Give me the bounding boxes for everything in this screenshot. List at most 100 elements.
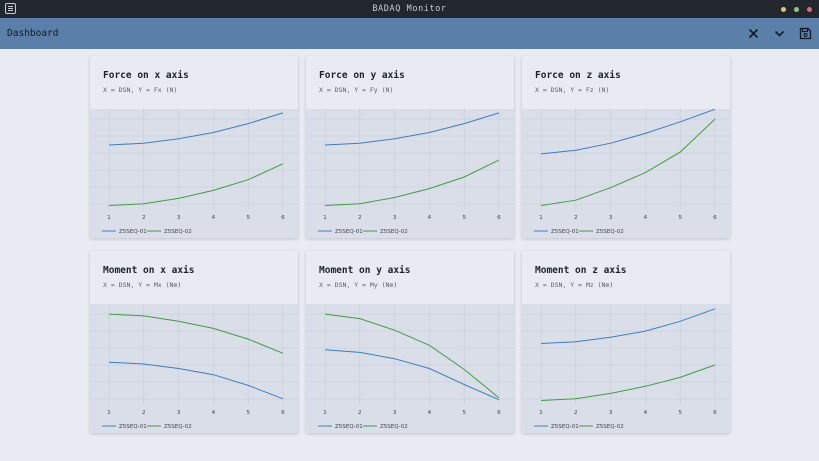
line-chart: 1 2 3 4 5 6 Z5SEQ-01 Z5SEQ-02 xyxy=(306,109,514,238)
chart-subtitle: X = DSN, Y = Fy (N) xyxy=(319,86,394,94)
legend-label: Z5SEQ-02 xyxy=(596,424,624,430)
page-title: Dashboard xyxy=(7,28,59,39)
card-header: Force on z axis X = DSN, Y = Fz (N) xyxy=(522,56,730,109)
series-line-1 xyxy=(540,109,716,155)
x-tick-label: 2 xyxy=(574,215,578,221)
legend-label: Z5SEQ-02 xyxy=(380,424,408,430)
x-tick-label: 6 xyxy=(713,410,717,416)
chart-subtitle: X = DSN, Y = Mz (Nm) xyxy=(535,281,614,289)
x-tick-label: 1 xyxy=(107,215,111,221)
x-tick-label: 6 xyxy=(281,215,285,221)
x-tick-label: 1 xyxy=(323,215,327,221)
chart-title: Force on y axis xyxy=(319,70,405,81)
legend-label: Z5SEQ-01 xyxy=(119,229,147,235)
chart-card-moment-x: Moment on x axis X = DSN, Y = Mx (Nm) 1 2… xyxy=(90,251,298,433)
line-chart: 1 2 3 4 5 6 Z5SEQ-01 Z5SEQ-02 xyxy=(522,109,730,238)
chart-card-force-x: Force on x axis X = DSN, Y = Fx (N) 1 2 3 4… xyxy=(90,56,298,238)
legend-label: Z5SEQ-02 xyxy=(380,229,408,235)
card-header: Moment on y axis X = DSN, Y = My (Nm) xyxy=(306,251,514,304)
chart-svg: 1 2 3 4 5 6 Z5SEQ-01 Z5SEQ-02 xyxy=(306,109,514,235)
chart-title: Force on x axis xyxy=(103,70,189,81)
line-chart: 1 2 3 4 5 6 Z5SEQ-01 Z5SEQ-02 xyxy=(90,109,298,238)
series-line-1 xyxy=(324,349,500,401)
x-tick-label: 3 xyxy=(609,410,613,416)
legend-label: Z5SEQ-02 xyxy=(164,229,192,235)
card-header: Force on x axis X = DSN, Y = Fx (N) xyxy=(90,56,298,109)
x-tick-label: 5 xyxy=(678,410,682,416)
save-button[interactable] xyxy=(796,24,815,43)
app-bar: Dashboard xyxy=(0,18,819,49)
x-tick-label: 2 xyxy=(142,410,146,416)
x-tick-label: 5 xyxy=(246,410,250,416)
x-tick-label: 6 xyxy=(281,410,285,416)
chart-title: Moment on z axis xyxy=(535,265,627,276)
line-chart: 1 2 3 4 5 6 Z5SEQ-01 Z5SEQ-02 xyxy=(306,304,514,433)
series-line-2 xyxy=(108,163,284,206)
card-header: Moment on x axis X = DSN, Y = Mx (Nm) xyxy=(90,251,298,304)
series-line-2 xyxy=(108,313,284,354)
chart-title: Moment on y axis xyxy=(319,265,411,276)
legend-label: Z5SEQ-02 xyxy=(164,424,192,430)
x-tick-label: 2 xyxy=(142,215,146,221)
x-tick-label: 1 xyxy=(323,410,327,416)
chart-card-force-z: Force on z axis X = DSN, Y = Fz (N) 1 2 3 4… xyxy=(522,56,730,238)
x-tick-label: 5 xyxy=(462,410,466,416)
close-window-button[interactable] xyxy=(807,7,812,12)
card-header: Force on y axis X = DSN, Y = Fy (N) xyxy=(306,56,514,109)
series-line-1 xyxy=(540,308,716,344)
x-tick-label: 1 xyxy=(107,410,111,416)
window-title: BADAQ Monitor xyxy=(372,4,447,14)
x-tick-label: 3 xyxy=(177,410,181,416)
chart-svg: 1 2 3 4 5 6 Z5SEQ-01 Z5SEQ-02 xyxy=(306,304,514,430)
x-tick-label: 5 xyxy=(462,215,466,221)
x-tick-label: 2 xyxy=(574,410,578,416)
line-chart: 1 2 3 4 5 6 Z5SEQ-01 Z5SEQ-02 xyxy=(522,304,730,433)
chart-svg: 1 2 3 4 5 6 Z5SEQ-01 Z5SEQ-02 xyxy=(90,304,298,430)
x-tick-label: 4 xyxy=(428,215,432,221)
series-line-2 xyxy=(540,118,716,206)
maximize-button[interactable] xyxy=(794,7,799,12)
legend-label: Z5SEQ-01 xyxy=(551,424,579,430)
x-tick-label: 4 xyxy=(644,410,648,416)
legend-label: Z5SEQ-02 xyxy=(596,229,624,235)
legend-label: Z5SEQ-01 xyxy=(335,229,363,235)
chart-title: Force on z axis xyxy=(535,70,621,81)
x-tick-label: 6 xyxy=(497,215,501,221)
series-line-2 xyxy=(540,364,716,401)
chart-title: Moment on x axis xyxy=(103,265,195,276)
x-tick-label: 6 xyxy=(497,410,501,416)
series-line-1 xyxy=(324,112,500,146)
chart-svg: 1 2 3 4 5 6 Z5SEQ-01 Z5SEQ-02 xyxy=(90,109,298,235)
x-tick-label: 5 xyxy=(678,215,682,221)
x-tick-label: 6 xyxy=(713,215,717,221)
chart-card-moment-y: Moment on y axis X = DSN, Y = My (Nm) 1 2… xyxy=(306,251,514,433)
x-tick-label: 3 xyxy=(393,215,397,221)
close-icon xyxy=(748,28,759,39)
chevron-down-icon xyxy=(774,30,785,37)
x-tick-label: 5 xyxy=(246,215,250,221)
close-button[interactable] xyxy=(744,24,763,43)
chart-subtitle: X = DSN, Y = Fx (N) xyxy=(103,86,178,94)
legend-label: Z5SEQ-01 xyxy=(335,424,363,430)
legend-label: Z5SEQ-01 xyxy=(119,424,147,430)
window-titlebar: BADAQ Monitor xyxy=(0,0,819,18)
x-tick-label: 3 xyxy=(177,215,181,221)
series-line-2 xyxy=(324,159,500,206)
x-tick-label: 2 xyxy=(358,410,362,416)
chart-card-moment-z: Moment on z axis X = DSN, Y = Mz (Nm) 1 2… xyxy=(522,251,730,433)
minimize-button[interactable] xyxy=(781,7,786,12)
chart-subtitle: X = DSN, Y = Mx (Nm) xyxy=(103,281,182,289)
series-line-1 xyxy=(108,112,284,146)
card-header: Moment on z axis X = DSN, Y = Mz (Nm) xyxy=(522,251,730,304)
series-line-1 xyxy=(108,361,284,400)
x-tick-label: 4 xyxy=(644,215,648,221)
legend-label: Z5SEQ-01 xyxy=(551,229,579,235)
chart-subtitle: X = DSN, Y = My (Nm) xyxy=(319,281,398,289)
x-tick-label: 1 xyxy=(539,215,543,221)
x-tick-label: 2 xyxy=(358,215,362,221)
chart-subtitle: X = DSN, Y = Fz (N) xyxy=(535,86,610,94)
x-tick-label: 1 xyxy=(539,410,543,416)
dropdown-button[interactable] xyxy=(770,24,789,43)
series-line-2 xyxy=(324,313,500,399)
chart-card-force-y: Force on y axis X = DSN, Y = Fy (N) 1 2 3 4… xyxy=(306,56,514,238)
